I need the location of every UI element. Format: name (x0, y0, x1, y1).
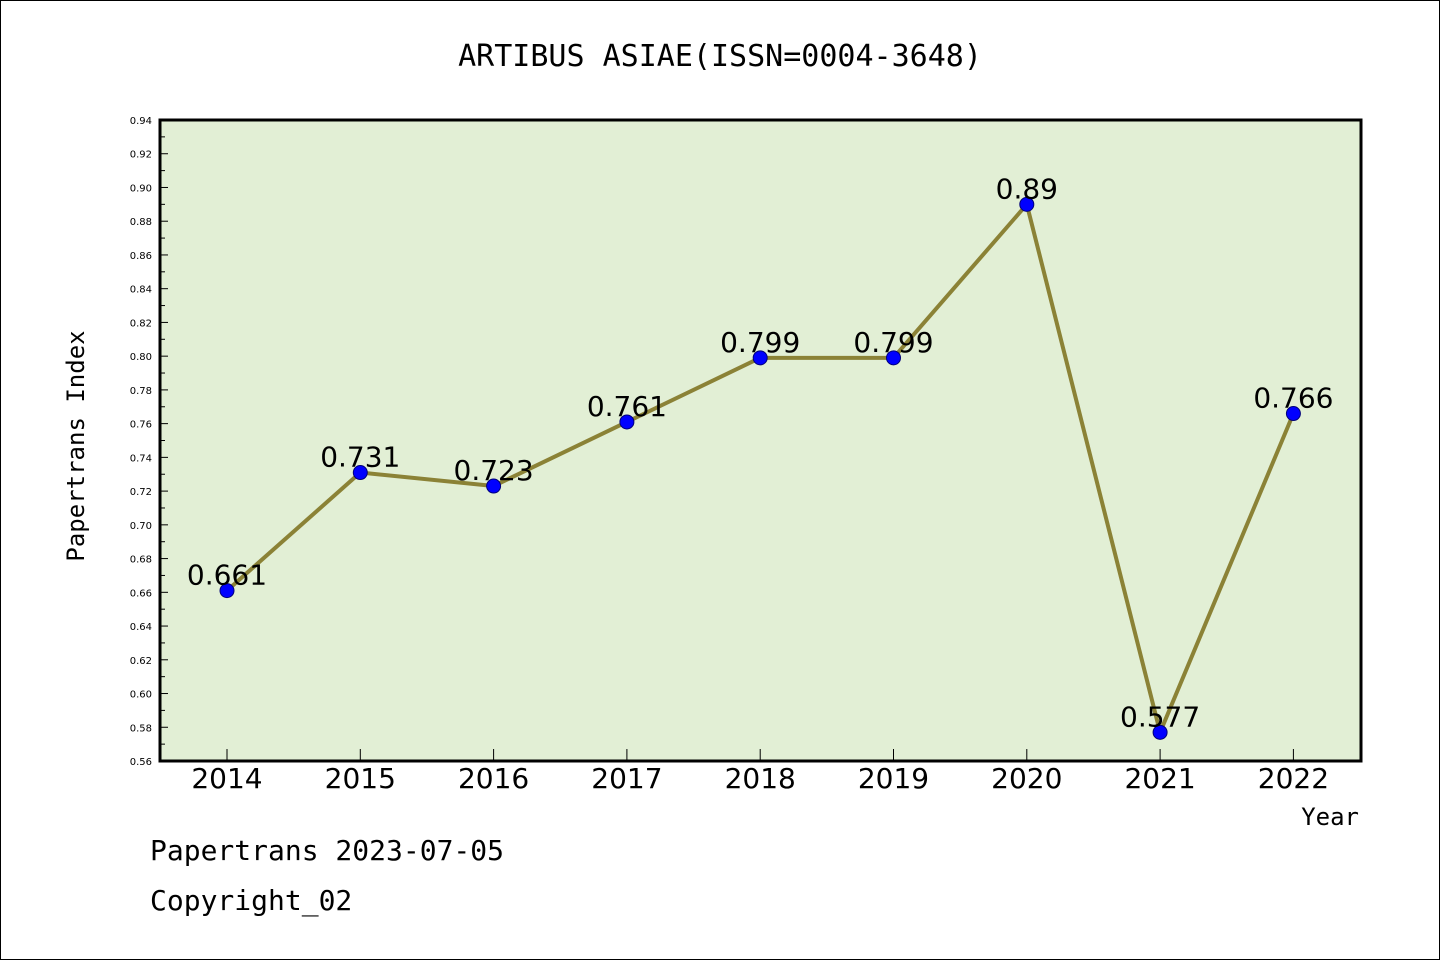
data-labels: 0.661 0.731 0.723 0.761 0.799 0.799 0.89 0.577 0… (187, 172, 1334, 733)
data-label: 0.766 (1253, 382, 1333, 415)
y-tick-label: 0.70 (130, 521, 152, 532)
y-tick-label: 0.88 (130, 217, 152, 228)
data-label: 0.799 (720, 326, 800, 359)
y-tick-label: 0.72 (130, 487, 152, 498)
y-tick-label: 0.66 (130, 588, 152, 599)
footer-date-line: Papertrans 2023-07-05 (150, 834, 505, 867)
y-tick-label: 0.58 (130, 723, 152, 734)
data-label: 0.661 (187, 559, 267, 592)
y-axis-label: Papertrans Index (62, 330, 90, 561)
data-point (352, 465, 368, 481)
y-tick-label: 0.78 (130, 386, 152, 397)
x-axis-label: Year (1301, 803, 1359, 831)
data-point (752, 350, 768, 366)
data-point (486, 478, 502, 494)
x-tick-label: 2020 (991, 762, 1062, 795)
series-index (219, 196, 1301, 740)
y-tick-label: 0.94 (130, 116, 152, 127)
data-label: 0.723 (454, 454, 534, 487)
plot-area (158, 118, 1363, 763)
x-tick-label: 2019 (858, 762, 929, 795)
y-tick-label: 0.92 (130, 150, 152, 161)
x-tick-label: 2017 (591, 762, 662, 795)
data-label: 0.731 (320, 441, 400, 474)
data-point (1019, 196, 1035, 212)
x-axis-tick-labels: 2014 2015 2016 2017 2018 2019 2020 2021 2022 (191, 762, 1329, 795)
x-tick-label: 2016 (458, 762, 529, 795)
y-tick-label: 0.76 (130, 420, 152, 431)
data-point (619, 414, 635, 430)
y-tick-label: 0.82 (130, 318, 152, 329)
footer-copyright: Copyright_02 (150, 884, 353, 917)
data-label: 0.761 (587, 390, 667, 423)
x-axis-ticks (226, 749, 1294, 761)
y-axis-ticks (160, 119, 168, 762)
data-label: 0.89 (996, 172, 1058, 205)
x-tick-label: 2021 (1124, 762, 1195, 795)
data-point (1152, 724, 1168, 740)
data-point (886, 350, 901, 366)
chart-title: ARTIBUS ASIAE(ISSN=0004-3648) (458, 39, 982, 74)
y-tick-label: 0.62 (130, 656, 152, 667)
y-tick-label: 0.68 (130, 555, 152, 566)
y-tick-label: 0.64 (130, 622, 152, 633)
data-point (219, 583, 235, 599)
data-label: 0.577 (1120, 700, 1200, 733)
y-tick-label: 0.86 (130, 251, 152, 262)
x-tick-label: 2018 (725, 762, 796, 795)
x-tick-label: 2014 (191, 762, 262, 795)
y-tick-label: 0.60 (130, 690, 152, 701)
x-tick-label: 2022 (1258, 762, 1329, 795)
y-tick-label: 0.84 (130, 285, 152, 296)
y-tick-label: 0.80 (130, 352, 152, 363)
data-point (1285, 406, 1301, 422)
y-tick-label: 0.74 (130, 453, 152, 464)
data-label: 0.799 (853, 326, 933, 359)
y-tick-label: 0.56 (130, 757, 152, 768)
y-axis-tick-labels: 0.56 0.58 0.60 0.62 0.64 0.66 0.68 0.70 0.72 0.74… (130, 116, 152, 768)
x-tick-label: 2015 (325, 762, 396, 795)
y-tick-label: 0.90 (130, 183, 152, 194)
